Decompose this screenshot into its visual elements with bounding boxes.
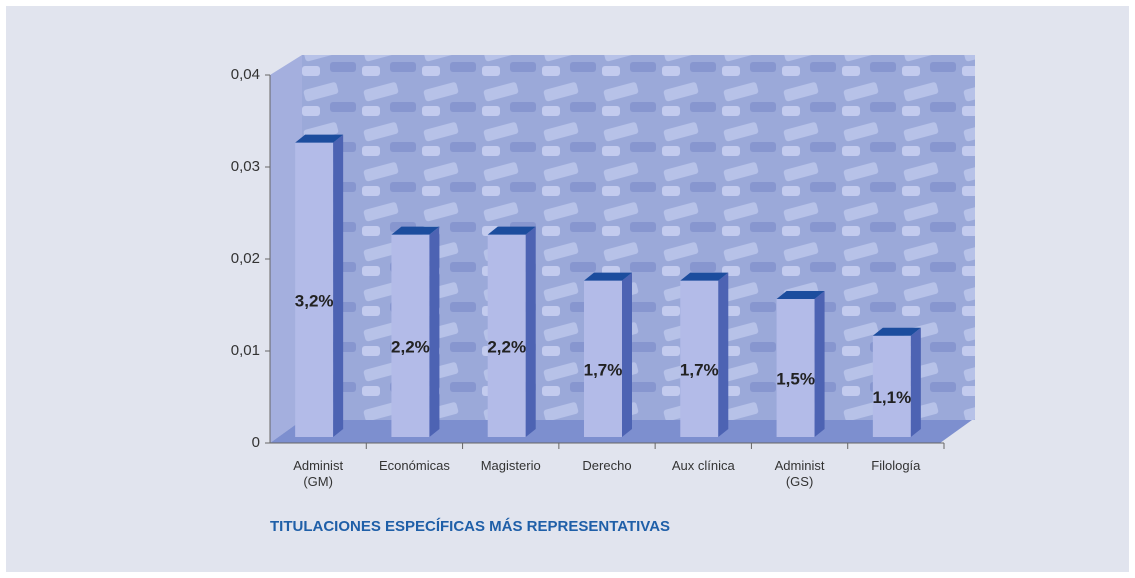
- y-tick-label: 0,04: [231, 66, 260, 83]
- bar-side: [911, 328, 921, 437]
- x-tick-label: Derecho: [559, 458, 655, 474]
- page: TITULACIONES ESPECÍFICAS MÁS REPRESENTAT…: [0, 0, 1135, 578]
- value-label: 1,5%: [776, 369, 815, 388]
- value-label: 1,7%: [584, 360, 623, 379]
- bar: [873, 336, 911, 437]
- bar: [488, 235, 526, 437]
- bar: [391, 235, 429, 437]
- chart-title: TITULACIONES ESPECÍFICAS MÁS REPRESENTAT…: [270, 518, 670, 535]
- value-label: 2,2%: [391, 337, 430, 356]
- bar-side: [815, 291, 825, 437]
- bar-side: [333, 135, 343, 437]
- bar: [584, 281, 622, 437]
- value-label: 3,2%: [295, 291, 334, 310]
- x-tick-label: Aux clínica: [655, 458, 751, 474]
- bar: [680, 281, 718, 437]
- bar-side: [526, 227, 536, 437]
- y-tick-label: 0: [252, 434, 260, 451]
- x-tick-label: Filología: [848, 458, 944, 474]
- value-label: 2,2%: [487, 337, 526, 356]
- bar-side: [429, 227, 439, 437]
- y-tick-label: 0,01: [231, 342, 260, 359]
- bar-side: [622, 273, 632, 437]
- value-label: 1,7%: [680, 360, 719, 379]
- x-tick-label: Administ (GS): [752, 458, 848, 490]
- x-tick-label: Administ (GM): [270, 458, 366, 490]
- y-tick-label: 0,02: [231, 250, 260, 267]
- y-tick-label: 0,03: [231, 158, 260, 175]
- x-tick-label: Magisterio: [463, 458, 559, 474]
- bar: [777, 299, 815, 437]
- chart: TITULACIONES ESPECÍFICAS MÁS REPRESENTAT…: [0, 0, 1135, 578]
- bar: [295, 143, 333, 437]
- value-label: 1,1%: [872, 388, 911, 407]
- x-tick-label: Económicas: [366, 458, 462, 474]
- bar-side: [718, 273, 728, 437]
